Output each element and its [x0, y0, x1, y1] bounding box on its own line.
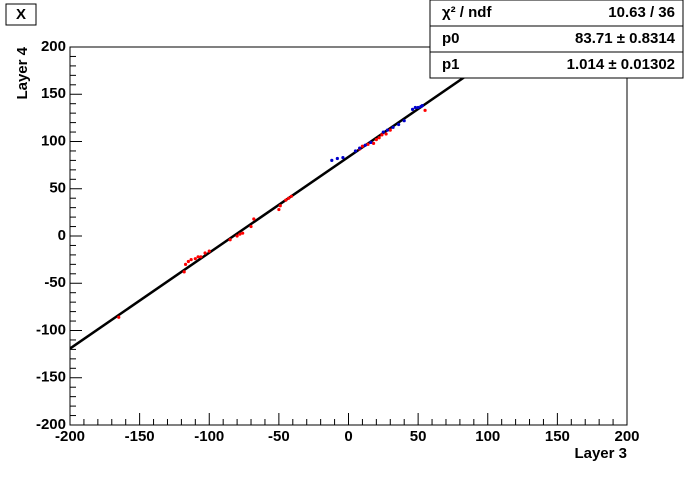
stats-label: p0 — [442, 30, 460, 47]
x-tick-label: 0 — [344, 428, 352, 445]
data-point — [358, 146, 362, 150]
y-tick-label: 50 — [49, 180, 66, 197]
y-tick-label: -150 — [36, 369, 66, 386]
stats-label: p1 — [442, 56, 460, 73]
y-tick-label: 150 — [41, 85, 66, 102]
data-point — [330, 158, 334, 162]
data-point — [353, 149, 358, 153]
y-tick-label: -50 — [44, 274, 66, 291]
stats-box: χ² / ndf 10.63 / 36 p0 83.71 ± 0.8314 p1 1.01… — [429, 0, 684, 79]
data-point — [189, 258, 193, 262]
plot-area: -200 -150 -100 -50 0 50 100 150 200 -200 -150 -100 -… — [36, 38, 640, 445]
x-tick-label: 50 — [410, 428, 427, 445]
data-point — [391, 125, 395, 129]
title-box — [5, 3, 37, 26]
data-point — [207, 249, 211, 253]
data-point — [374, 138, 378, 142]
data-point — [228, 238, 232, 242]
data-point — [335, 156, 339, 161]
stats-frame — [429, 0, 684, 79]
x-axis-label: Layer 3 — [574, 445, 627, 462]
data-point — [410, 107, 415, 111]
y-tick-label: 100 — [41, 132, 66, 149]
data-point — [420, 103, 424, 108]
data-point — [402, 119, 406, 123]
data-point — [235, 234, 239, 238]
data-point — [384, 132, 388, 136]
data-point — [423, 108, 427, 112]
stats-label: χ² / ndf — [442, 4, 492, 21]
x-tick-label: -50 — [268, 428, 290, 445]
stats-value: 10.63 / 36 — [608, 4, 675, 21]
x-tick-label: -150 — [125, 428, 155, 445]
data-point — [186, 259, 190, 264]
x-tick-label: -100 — [194, 428, 224, 445]
data-point — [416, 105, 420, 110]
data-point — [284, 198, 288, 202]
x-tick-label: 100 — [475, 428, 500, 445]
data-point — [377, 136, 381, 140]
data-point — [287, 196, 291, 200]
data-point — [380, 133, 384, 137]
data-point — [182, 270, 186, 274]
data-point — [381, 130, 385, 134]
data-point — [196, 255, 200, 259]
y-tick-label: -200 — [36, 416, 66, 433]
data-point — [413, 105, 417, 110]
data-point — [278, 204, 282, 208]
data-point — [117, 315, 121, 319]
y-tick-label: 200 — [41, 38, 66, 55]
data-point — [249, 224, 253, 229]
data-point — [371, 141, 376, 145]
fit-line — [70, 47, 511, 350]
data-point — [385, 128, 390, 132]
data-point — [203, 251, 207, 255]
data-point — [388, 128, 392, 132]
chart-title: X — [16, 6, 26, 23]
data-point — [289, 194, 294, 198]
x-tick-label: 150 — [545, 428, 570, 445]
frame — [69, 46, 628, 426]
data-point — [360, 144, 365, 148]
x-tick-label: -200 — [55, 428, 85, 445]
data-point — [366, 142, 370, 146]
data-point — [363, 143, 367, 147]
y-axis-label: Layer 4 — [14, 46, 31, 99]
data-point — [238, 232, 242, 236]
y-tick-label: 0 — [58, 227, 66, 244]
data-point — [369, 140, 373, 145]
data-point — [397, 122, 401, 127]
data-point — [241, 231, 245, 235]
data-point — [341, 155, 345, 160]
data-point — [252, 217, 256, 221]
stats-value: 1.014 ± 0.01302 — [567, 56, 675, 73]
data-point — [183, 262, 188, 266]
data-point — [277, 207, 281, 212]
x-tick-label: 200 — [614, 428, 639, 445]
data-point — [199, 255, 203, 259]
data-point — [193, 257, 197, 261]
y-tick-label: -100 — [36, 321, 66, 338]
stats-value: 83.71 ± 0.8314 — [575, 30, 676, 47]
